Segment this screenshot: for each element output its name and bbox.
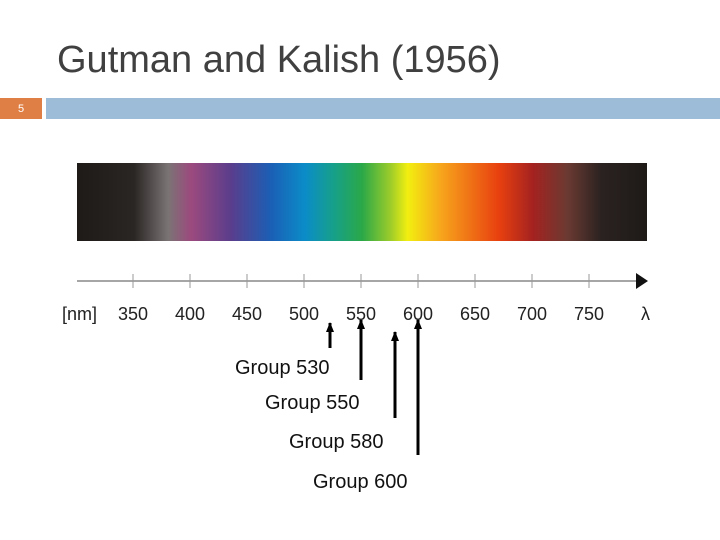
group-label: Group 530 bbox=[235, 357, 330, 379]
lambda-label: λ bbox=[641, 304, 650, 324]
arrows bbox=[326, 319, 422, 455]
tick-label: 750 bbox=[574, 304, 604, 324]
group-label: Group 550 bbox=[265, 392, 360, 414]
slide-title: Gutman and Kalish (1956) bbox=[57, 39, 501, 81]
tick-label: 450 bbox=[232, 304, 262, 324]
ticks: 350 400 450 500 550 600 650 700 750 bbox=[118, 274, 604, 324]
slide-number: 5 bbox=[18, 103, 24, 115]
header-bar bbox=[46, 98, 720, 119]
slide-number-box bbox=[0, 98, 42, 119]
tick-label: 600 bbox=[403, 304, 433, 324]
tick-label: 400 bbox=[175, 304, 205, 324]
tick-label: 700 bbox=[517, 304, 547, 324]
tick-label: 550 bbox=[346, 304, 376, 324]
group-label: Group 580 bbox=[289, 431, 384, 453]
axis-arrow bbox=[636, 273, 648, 289]
unit-label: [nm] bbox=[62, 304, 97, 324]
tick-label: 650 bbox=[460, 304, 490, 324]
tick-label: 500 bbox=[289, 304, 319, 324]
tick-label: 350 bbox=[118, 304, 148, 324]
spectrum bbox=[77, 163, 647, 241]
group-label: Group 600 bbox=[313, 471, 408, 493]
